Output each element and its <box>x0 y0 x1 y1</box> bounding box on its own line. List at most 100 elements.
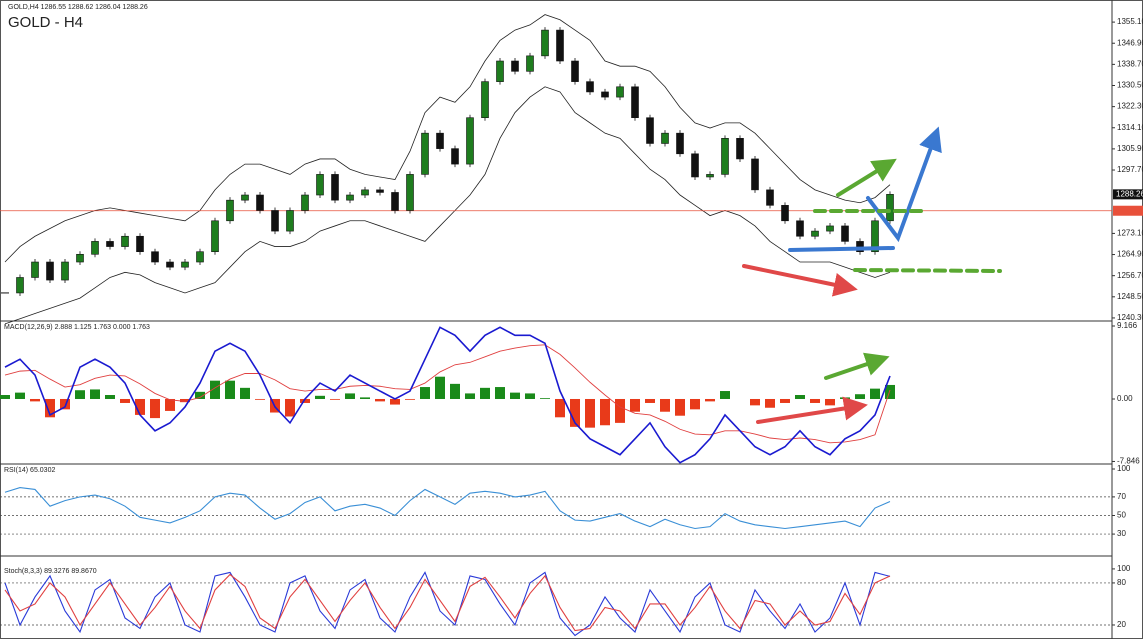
macd-bar <box>870 388 880 399</box>
y-tick-label: 1256.70 <box>1117 271 1143 280</box>
macd-bar <box>720 391 730 399</box>
macd-bar <box>435 376 445 399</box>
macd-bar <box>390 398 400 405</box>
candle <box>106 241 114 247</box>
candle <box>136 235 144 253</box>
y-tick-label: 100 <box>1117 564 1131 573</box>
indicator-line <box>4 571 891 637</box>
arrow <box>824 352 890 380</box>
macd-bar <box>615 398 625 423</box>
macd-bar <box>690 398 700 410</box>
macd-bar <box>285 398 295 417</box>
candle <box>16 277 24 294</box>
candle <box>91 241 99 255</box>
candle <box>691 153 699 178</box>
macd-bar <box>465 393 475 399</box>
candle <box>61 261 69 281</box>
macd-bar <box>705 398 715 402</box>
candle <box>616 86 624 98</box>
candle <box>481 81 489 119</box>
candle <box>661 132 669 144</box>
macd-bar <box>585 398 595 428</box>
candle <box>646 117 654 144</box>
candle <box>241 194 249 201</box>
macd-bar <box>225 380 235 399</box>
macd-title: MACD(12,26,9) 2.888 1.125 1.763 0.000 1.… <box>4 324 150 331</box>
candle <box>361 189 369 196</box>
candle <box>571 60 579 82</box>
candle <box>271 210 279 232</box>
macd-bar <box>375 398 385 402</box>
candle <box>856 241 864 253</box>
macd-bar <box>510 392 520 399</box>
macd-bar <box>855 394 865 399</box>
candle <box>406 174 414 211</box>
macd-bar <box>570 398 580 427</box>
macd-bar <box>105 395 115 399</box>
candle <box>511 60 519 72</box>
macd-bar <box>345 393 355 399</box>
indicator-line <box>4 487 891 530</box>
candle <box>496 60 504 82</box>
y-tick-label: 20 <box>1117 620 1126 629</box>
macd-bar <box>330 398 340 400</box>
candle <box>391 192 399 211</box>
macd-bar <box>885 384 895 399</box>
macd-bar <box>810 398 820 403</box>
macd-bar <box>120 398 130 403</box>
macd-bar <box>780 398 790 403</box>
candle <box>706 174 714 178</box>
y-tick-label: 1305.90 <box>1117 144 1143 153</box>
macd-bar <box>210 380 220 399</box>
macd-bar <box>645 398 655 403</box>
rsi-title: RSI(14) 65.0302 <box>4 467 55 474</box>
macd-bar <box>420 387 430 399</box>
y-tick-label: 9.166 <box>1117 321 1138 330</box>
candle <box>631 86 639 119</box>
macd-bar <box>540 398 550 399</box>
candle <box>676 132 684 155</box>
y-tick-label: 1297.70 <box>1117 165 1143 174</box>
bollinger-band <box>4 14 891 263</box>
macd-bar <box>75 390 85 399</box>
candle <box>31 261 39 278</box>
arrow <box>836 158 897 197</box>
macd-line <box>4 326 891 464</box>
candle <box>226 199 234 222</box>
candle <box>316 174 324 196</box>
y-tick-label: 1240.30 <box>1117 313 1143 322</box>
macd-bar <box>480 387 490 399</box>
macd-bar <box>450 383 460 399</box>
macd-bar <box>795 395 805 399</box>
macd-bar <box>495 387 505 399</box>
candle <box>556 29 564 62</box>
candle <box>76 253 84 263</box>
y-tick-label: 1273.10 <box>1117 229 1143 238</box>
macd-bar <box>555 398 565 418</box>
candle <box>781 205 789 222</box>
candle <box>301 194 309 211</box>
candle <box>181 261 189 268</box>
macd-bar <box>60 398 70 410</box>
macd-bar <box>135 398 145 415</box>
candle <box>346 194 354 201</box>
candle <box>466 117 474 165</box>
macd-bar <box>360 397 370 399</box>
y-tick-label: 1338.70 <box>1117 59 1143 68</box>
y-tick-label: 1355.10 <box>1117 17 1143 26</box>
level-box <box>1113 205 1143 216</box>
candle <box>151 251 159 263</box>
current-price: 1288.26 <box>1116 189 1143 198</box>
y-tick-label: 1248.50 <box>1117 292 1143 301</box>
macd-bar <box>180 398 190 403</box>
stoch-title: Stoch(8,3,3) 89.3276 89.8670 <box>4 568 97 575</box>
macd-bar <box>255 398 265 400</box>
candle <box>871 220 879 253</box>
macd-bar <box>300 398 310 403</box>
macd-bar <box>405 398 415 400</box>
chart-title: GOLD - H4 <box>8 14 83 31</box>
macd-bar <box>195 391 205 399</box>
macd-bar <box>765 398 775 408</box>
